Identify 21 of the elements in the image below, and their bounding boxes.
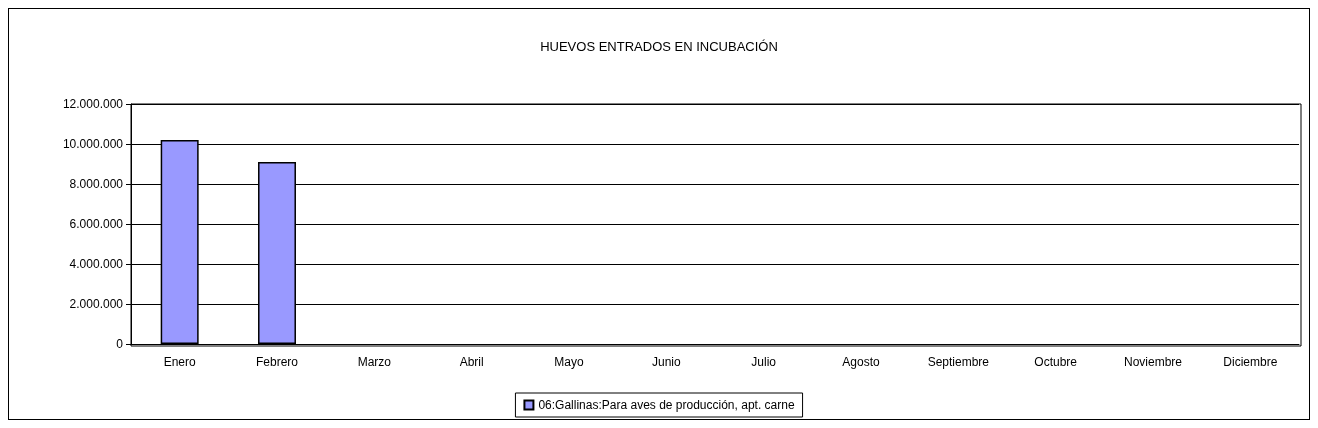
x-tick-label: Mayo bbox=[554, 355, 584, 369]
y-tick-label: 8.000.000 bbox=[69, 177, 124, 191]
x-tick-label: Marzo bbox=[357, 355, 392, 369]
x-tick-label: Julio bbox=[751, 355, 777, 369]
x-tick-label: Noviembre bbox=[1123, 355, 1183, 369]
chart-title: HUEVOS ENTRADOS EN INCUBACIÓN bbox=[540, 39, 778, 54]
y-tick-label: 4.000.000 bbox=[69, 257, 124, 271]
legend-label: 06:Gallinas:Para aves de producción, apt. carne bbox=[538, 398, 795, 412]
y-tick-label: 6.000.000 bbox=[69, 217, 124, 231]
x-tick-label: Enero bbox=[163, 355, 196, 369]
x-tick-label: Abril bbox=[459, 355, 484, 369]
y-tick-label: 0 bbox=[116, 337, 124, 351]
x-tick-label: Febrero bbox=[255, 355, 299, 369]
y-tick-label: 2.000.000 bbox=[69, 297, 124, 311]
x-tick-label: Septiembre bbox=[927, 355, 990, 369]
x-tick-label: Octubre bbox=[1034, 355, 1078, 369]
y-tick-label: 12.000.000 bbox=[62, 97, 124, 111]
x-tick-label: Junio bbox=[651, 355, 681, 369]
x-tick-label: Diciembre bbox=[1223, 355, 1278, 369]
y-tick-label: 10.000.000 bbox=[62, 137, 124, 151]
x-tick-label: Agosto bbox=[842, 355, 881, 369]
